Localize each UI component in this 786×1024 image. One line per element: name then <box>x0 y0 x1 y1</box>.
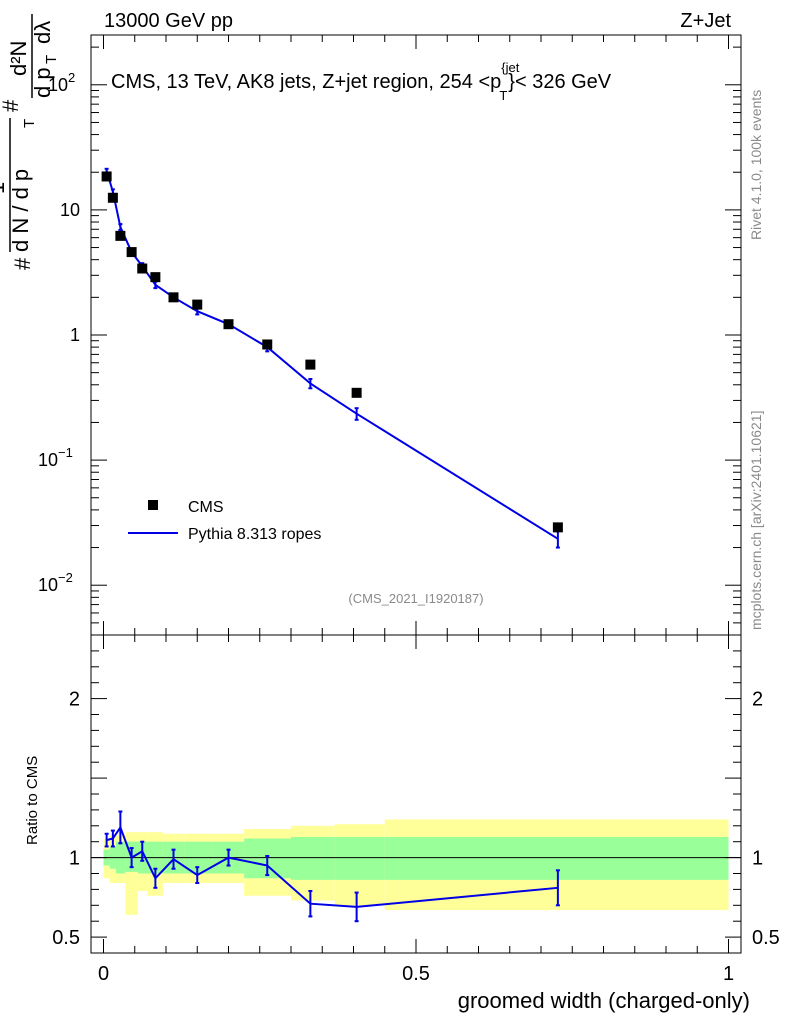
inner-band-bin <box>334 836 385 880</box>
main-plot-frame <box>90 34 742 636</box>
cms-data-point <box>305 359 316 370</box>
ratio-tick-label-right: 2 <box>752 689 763 711</box>
inner-band-bin <box>291 836 335 880</box>
y-tick-label: 10−2 <box>38 570 73 595</box>
x-tick-label: 1 <box>723 963 734 985</box>
chart-title: CMS, 13 TeV, AK8 jets, Z+jet region, 254… <box>111 60 612 103</box>
ratio-axis-label: Ratio to CMS <box>24 756 41 845</box>
cms-data-point <box>552 522 563 533</box>
header-left: 13000 GeV pp <box>104 10 233 32</box>
y-axis-label: # d N / d p T 1 # d p T dλ d²N <box>0 14 60 270</box>
cms-data-point <box>262 339 273 350</box>
legend-marker-cms <box>148 500 158 510</box>
svg-text:d²N: d²N <box>6 41 31 76</box>
cms-data-point <box>351 387 362 398</box>
pythia-line <box>105 170 559 540</box>
svg-text:d p: d p <box>30 67 55 98</box>
ratio-tick-label-right: 0.5 <box>752 927 780 949</box>
inner-band-bin <box>384 836 729 880</box>
axis-ticks <box>91 35 741 954</box>
cms-data-point <box>107 192 118 203</box>
ratio-tick-label-left: 1 <box>69 848 80 870</box>
x-axis-label: groomed width (charged-only) <box>458 988 750 1013</box>
svg-text:1: 1 <box>0 182 9 194</box>
ratio-tick-label-left: 2 <box>69 689 80 711</box>
header-right: Z+Jet <box>680 10 731 32</box>
y-tick-label: 10−1 <box>38 445 73 470</box>
cms-data-point <box>101 171 112 182</box>
x-tick-label: 0.5 <box>402 963 430 985</box>
svg-text:d N / d p: d N / d p <box>8 169 33 252</box>
axis-tick-labels: 0 0.5 1 10−2 10−1 1 10 102 0.5 0.5 1 1 2 2 <box>38 70 780 985</box>
cms-data-point <box>192 299 203 310</box>
cms-data-point <box>150 272 161 283</box>
ratio-tick-label-right: 1 <box>752 848 763 870</box>
svg-text:dλ: dλ <box>30 21 55 44</box>
analysis-id: (CMS_2021_I1920187) <box>348 591 483 606</box>
y-tick-label: 102 <box>48 70 75 95</box>
svg-text:T: T <box>21 119 38 128</box>
side-label-mcplots: mcplots.cern.ch [arXiv:2401.10621] <box>748 411 764 630</box>
x-tick-label: 0 <box>98 963 109 985</box>
cms-data-point <box>168 292 179 303</box>
y-tick-label: 1 <box>70 325 80 345</box>
ratio-tick-label-left: 0.5 <box>52 927 80 949</box>
cms-data-point <box>137 263 148 274</box>
ratio-series <box>104 810 560 923</box>
cms-data-point <box>223 319 234 330</box>
side-label-rivet: Rivet 4.1.0, 100k events <box>748 90 764 240</box>
data-series <box>101 171 563 533</box>
mc-series <box>104 167 560 549</box>
svg-text:T: T <box>43 55 60 64</box>
cms-data-point <box>115 230 126 241</box>
legend-label-pythia: Pythia 8.313 ropes <box>188 526 321 543</box>
y-tick-label: 10 <box>60 200 80 220</box>
legend-label-cms: CMS <box>188 499 224 516</box>
svg-text:#: # <box>0 99 23 112</box>
cms-data-point <box>126 247 137 258</box>
svg-text:#: # <box>10 257 35 270</box>
